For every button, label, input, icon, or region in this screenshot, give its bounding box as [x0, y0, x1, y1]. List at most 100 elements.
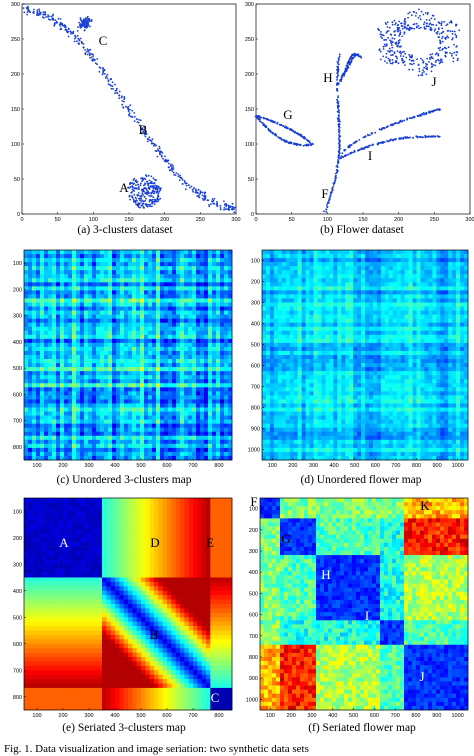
- heatmap-cell: [100, 290, 105, 295]
- data-point: [142, 130, 145, 133]
- heatmap-cell: [262, 262, 267, 267]
- heatmap-cell: [216, 431, 221, 437]
- heatmap-cell: [148, 286, 153, 291]
- heatmap-cell: [412, 254, 417, 259]
- data-point: [391, 37, 394, 40]
- heatmap-cell: [208, 399, 213, 404]
- heatmap-cell: [204, 318, 209, 323]
- heatmap-cell: [108, 415, 113, 420]
- heatmap-cell: [216, 282, 221, 287]
- heatmap-cell: [136, 274, 141, 279]
- heatmap-cell: [144, 274, 149, 279]
- heatmap-cell: [76, 274, 81, 279]
- heatmap-cell: [84, 258, 89, 263]
- heatmap-cell: [36, 250, 41, 255]
- heatmap-cell: [148, 318, 153, 323]
- heatmap-cell: [440, 250, 445, 255]
- data-point: [129, 198, 131, 201]
- data-point: [51, 18, 53, 21]
- heatmap-cell: [156, 298, 161, 303]
- heatmap-cell: [216, 338, 221, 344]
- heatmap-cell: [216, 262, 221, 267]
- heatmap-cell: [112, 326, 117, 332]
- heatmap-cell: [200, 342, 205, 348]
- data-point: [128, 114, 131, 117]
- heatmap-cell: [228, 270, 233, 275]
- heatmap-cell: [36, 286, 41, 291]
- heatmap-cell: [176, 286, 181, 291]
- data-point: [425, 73, 428, 75]
- data-point: [423, 71, 425, 73]
- heatmap-cell: [200, 270, 205, 275]
- data-point: [415, 25, 418, 28]
- heatmap-cell: [212, 306, 217, 311]
- heatmap-cell: [56, 367, 61, 372]
- heatmap-cell: [84, 355, 89, 360]
- heatmap-cell: [152, 330, 157, 336]
- heatmap-cell: [24, 431, 29, 437]
- data-point: [378, 128, 381, 131]
- data-point: [438, 59, 440, 62]
- heatmap-cell: [144, 451, 149, 457]
- heatmap-cell: [200, 338, 205, 344]
- data-point: [397, 40, 400, 42]
- data-point: [159, 153, 161, 156]
- heatmap-cell: [353, 254, 358, 259]
- heatmap-cell: [204, 367, 209, 372]
- heatmap-cell: [44, 350, 49, 356]
- heatmap-cell: [124, 338, 129, 344]
- heatmap-cell: [136, 306, 141, 311]
- heatmap-cell: [192, 371, 197, 376]
- heatmap-cell: [200, 302, 205, 307]
- heatmap-cell: [96, 411, 101, 416]
- heatmap-cell: [120, 254, 125, 259]
- heatmap-cell: [112, 322, 117, 328]
- heatmap-cell: [297, 258, 302, 263]
- heatmap-cell: [212, 379, 217, 384]
- data-point: [381, 37, 384, 39]
- heatmap-cell: [224, 342, 229, 348]
- data-point: [394, 122, 397, 124]
- heatmap-cell: [228, 250, 233, 255]
- heatmap-cell: [120, 290, 125, 295]
- heatmap-cell: [56, 419, 61, 424]
- heatmap-cell: [224, 375, 229, 380]
- data-point: [348, 145, 351, 148]
- data-point: [450, 20, 453, 22]
- data-point: [431, 14, 434, 17]
- data-point: [157, 185, 160, 188]
- data-point: [404, 137, 407, 140]
- heatmap-cell: [84, 306, 89, 311]
- data-point: [98, 70, 101, 73]
- heatmap-cell: [176, 302, 181, 307]
- heatmap-cell: [164, 310, 169, 315]
- heatmap-cell: [80, 427, 85, 433]
- heatmap-cell: [200, 415, 205, 420]
- heatmap-cell: [456, 254, 461, 259]
- heatmap-cell: [80, 359, 85, 364]
- heatmap-cell: [60, 367, 65, 372]
- data-point: [56, 22, 58, 24]
- heatmap-cell: [200, 258, 205, 263]
- heatmap-cell: [168, 407, 173, 412]
- heatmap-cell: [168, 435, 173, 441]
- heatmap-cell: [152, 355, 157, 360]
- heatmap-cell: [68, 262, 73, 267]
- heatmap-cell: [104, 350, 109, 356]
- heatmap-cell: [200, 367, 205, 372]
- heatmap-cell: [156, 310, 161, 315]
- heatmap-cell: [28, 322, 33, 328]
- heatmap-cell: [192, 326, 197, 332]
- heatmap-cell: [184, 451, 189, 457]
- heatmap-cell: [456, 250, 461, 255]
- data-point: [133, 112, 136, 114]
- heatmap-cell: [156, 447, 161, 453]
- heatmap-cell: [176, 363, 181, 368]
- heatmap-cell: [60, 363, 65, 368]
- heatmap-cell: [120, 455, 125, 461]
- heatmap-cell: [212, 391, 217, 396]
- heatmap-cell: [112, 419, 117, 424]
- heatmap-cell: [140, 407, 145, 412]
- heatmap-cell: [64, 399, 69, 404]
- heatmap-cell: [172, 387, 177, 392]
